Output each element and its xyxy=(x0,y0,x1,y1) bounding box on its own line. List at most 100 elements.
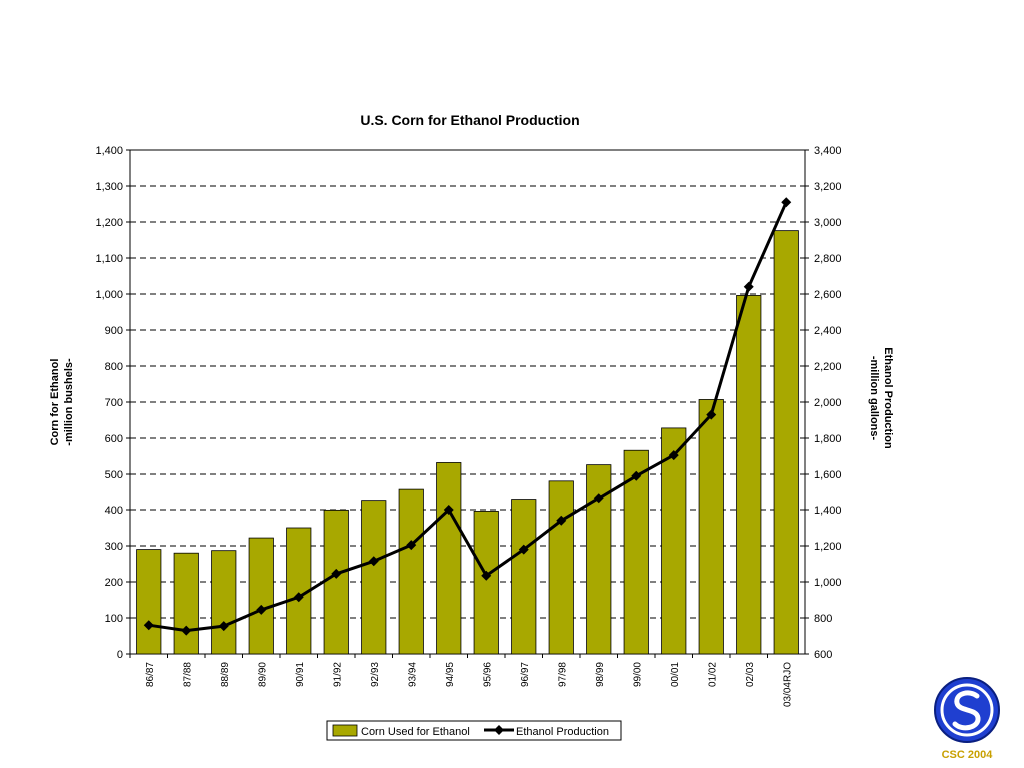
left-tick-label: 1,000 xyxy=(95,289,123,301)
category-label: 96/97 xyxy=(520,662,531,687)
bar xyxy=(698,399,724,655)
bar xyxy=(323,509,349,655)
right-tick-label: 3,400 xyxy=(814,145,842,157)
line-point-marker xyxy=(406,540,417,551)
legend-label-line: Ethanol Production xyxy=(516,726,609,738)
line-point-marker xyxy=(743,281,754,292)
legend-label-bar: Corn Used for Ethanol xyxy=(361,726,470,738)
line-series-group xyxy=(143,197,792,636)
line-point-marker xyxy=(706,409,717,420)
right-tick-label: 1,800 xyxy=(814,433,842,445)
bar xyxy=(211,550,237,655)
left-tick-label: 600 xyxy=(105,433,123,445)
left-tick-label: 1,400 xyxy=(95,145,123,157)
left-tick-label: 700 xyxy=(105,397,123,409)
bar xyxy=(511,499,537,655)
right-axis-label-line: Ethanol Production xyxy=(882,347,894,449)
line-point-marker xyxy=(556,515,567,526)
right-tick-label: 1,000 xyxy=(814,577,842,589)
line-point-marker xyxy=(668,450,679,461)
category-label: 89/90 xyxy=(257,662,268,687)
right-axis-label-line: -million gallons- xyxy=(868,356,880,441)
left-tick-label: 1,300 xyxy=(95,181,123,193)
logo-ring xyxy=(940,683,994,737)
category-label: 87/88 xyxy=(182,662,193,687)
line-point-marker xyxy=(293,592,304,603)
category-label: 86/87 xyxy=(145,662,156,687)
right-tick-label: 600 xyxy=(814,649,832,661)
right-tick-label: 2,200 xyxy=(814,361,842,373)
category-label: 90/91 xyxy=(295,662,306,687)
left-tick-label: 1,100 xyxy=(95,253,123,265)
left-tick-label: 0 xyxy=(117,649,123,661)
category-label: 88/89 xyxy=(220,662,231,687)
right-tick-label: 2,000 xyxy=(814,397,842,409)
category-label: 97/98 xyxy=(557,662,568,687)
left-tick-label: 900 xyxy=(105,325,123,337)
bar xyxy=(173,552,199,655)
line-point-marker xyxy=(518,544,529,555)
right-axis-label: Ethanol Production-million gallons- xyxy=(868,347,894,449)
category-label: 93/94 xyxy=(407,662,418,687)
right-tick-label: 3,200 xyxy=(814,181,842,193)
bar xyxy=(398,488,424,655)
bar xyxy=(436,462,462,655)
line-point-marker xyxy=(593,493,604,504)
line-point-marker xyxy=(218,621,229,632)
csc-logo: CSC 2004 xyxy=(934,677,1000,761)
bar xyxy=(361,500,387,655)
line-point-marker xyxy=(631,470,642,481)
right-tick-label: 800 xyxy=(814,613,832,625)
legend-swatch-bar xyxy=(332,724,358,737)
legend: Corn Used for Ethanol Ethanol Production xyxy=(326,720,622,741)
chart-title: U.S. Corn for Ethanol Production xyxy=(360,112,579,128)
legend-box xyxy=(326,720,622,741)
bars-group xyxy=(136,230,799,655)
bar xyxy=(136,549,162,655)
logo-caption: CSC 2004 xyxy=(942,749,994,761)
line-point-marker xyxy=(481,570,492,581)
left-tick-label: 1,200 xyxy=(95,217,123,229)
left-axis-ticks: 0 100 200 300 400 500 600 700 800 900 1,000 1,100 1,… xyxy=(95,145,130,661)
category-label: 98/99 xyxy=(595,662,606,687)
right-tick-label: 2,600 xyxy=(814,289,842,301)
left-tick-label: 800 xyxy=(105,361,123,373)
left-tick-label: 500 xyxy=(105,469,123,481)
bar xyxy=(773,230,799,655)
line-point-marker xyxy=(181,625,192,636)
line-point-marker xyxy=(331,568,342,579)
category-label: 91/92 xyxy=(332,662,343,687)
right-axis-ticks: 600 800 1,000 1,200 1,400 1,600 1,800 2,000 2,20… xyxy=(805,145,842,661)
bar xyxy=(623,449,649,655)
category-label: 92/93 xyxy=(370,662,381,687)
legend-swatch-marker xyxy=(494,725,504,735)
left-axis-label-line: -million bushels- xyxy=(63,358,75,446)
left-tick-label: 200 xyxy=(105,577,123,589)
left-tick-label: 100 xyxy=(105,613,123,625)
left-axis-label: Corn for Ethanol -million bushels- xyxy=(49,358,75,446)
bar xyxy=(548,480,574,655)
right-tick-label: 3,000 xyxy=(814,217,842,229)
ethanol-production-line xyxy=(148,201,788,633)
line-point-marker xyxy=(368,556,379,567)
left-tick-label: 400 xyxy=(105,505,123,517)
category-label: 00/01 xyxy=(670,662,681,687)
bar xyxy=(661,427,687,655)
line-point-marker xyxy=(256,604,267,615)
line-point-marker xyxy=(143,620,154,631)
category-label: 94/95 xyxy=(445,662,456,687)
bar xyxy=(736,295,762,655)
line-point-marker xyxy=(781,197,792,208)
bar xyxy=(248,537,274,655)
logo-s-icon xyxy=(952,690,981,731)
category-labels: 86/87 87/88 88/89 89/90 90/91 91/92 92/93 93/94… xyxy=(129,654,793,707)
left-tick-label: 300 xyxy=(105,541,123,553)
right-tick-label: 2,800 xyxy=(814,253,842,265)
line-point-marker xyxy=(443,505,454,515)
left-axis-label-line: Corn for Ethanol xyxy=(49,359,61,446)
right-tick-label: 2,400 xyxy=(814,325,842,337)
right-tick-label: 1,400 xyxy=(814,505,842,517)
category-label: 01/02 xyxy=(707,662,718,687)
category-label: 03/04RJO xyxy=(782,662,793,707)
